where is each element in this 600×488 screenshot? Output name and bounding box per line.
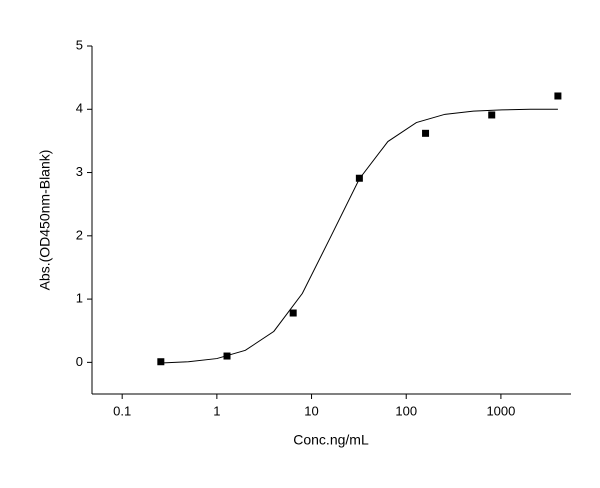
x-tick-label: 1: [213, 403, 220, 418]
y-tick-label: 1: [76, 291, 83, 306]
y-tick-label: 5: [76, 37, 83, 52]
x-tick-label: 10: [304, 403, 318, 418]
data-point: [422, 129, 430, 137]
data-point: [157, 358, 165, 366]
fit-curve: [160, 108, 558, 364]
y-tick-label: 0: [76, 354, 83, 369]
data-point: [554, 92, 562, 100]
y-axis-title: Abs.(OD450nm-Blank): [37, 150, 53, 291]
y-tick-label: 3: [76, 164, 83, 179]
y-tick-label: 2: [76, 227, 83, 242]
x-tick-label: 1000: [486, 403, 515, 418]
x-axis-title: Conc.ng/mL: [293, 432, 369, 448]
data-point: [488, 111, 496, 119]
data-point: [289, 309, 297, 317]
x-tick-label: 0.1: [113, 403, 131, 418]
y-tick-label: 4: [76, 101, 83, 116]
x-tick-label: 100: [395, 403, 417, 418]
